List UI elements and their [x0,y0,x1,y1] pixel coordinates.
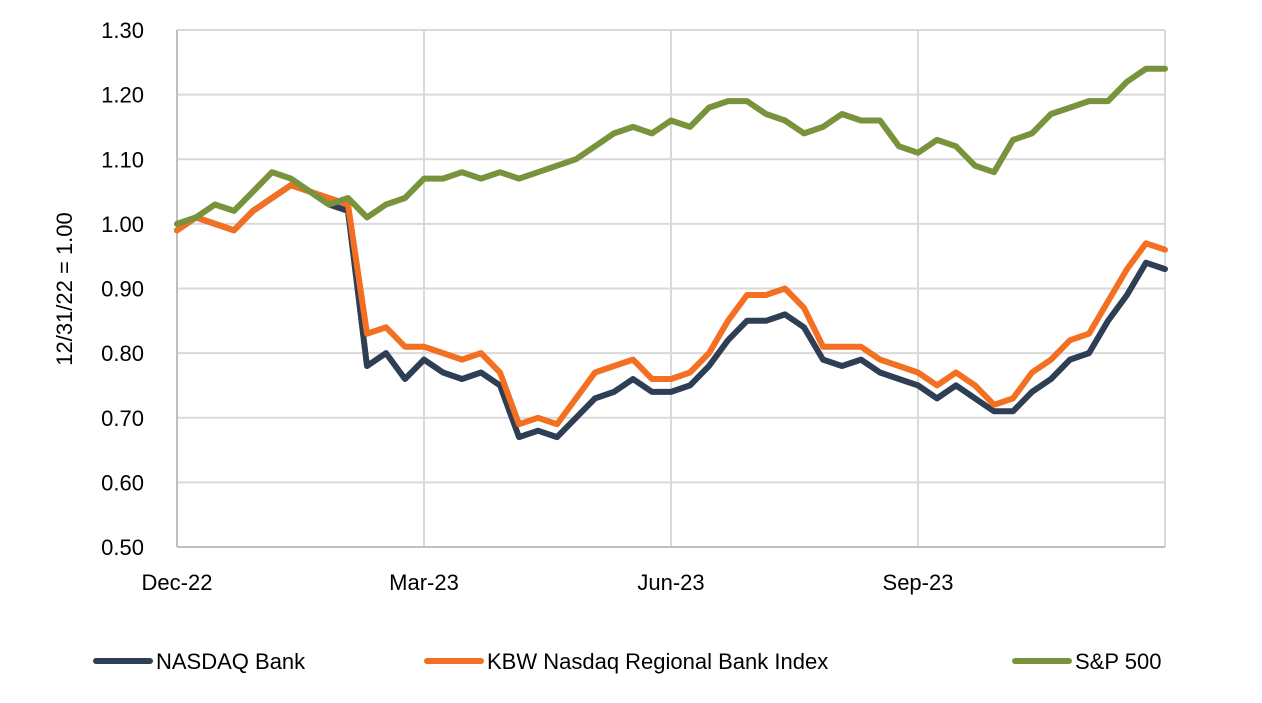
x-tick-label: Dec-22 [142,570,213,595]
legend: NASDAQ Bank KBW Nasdaq Regional Bank Inde… [93,649,1161,674]
series-line-0 [174,182,1168,441]
x-tick-label: Jun-23 [637,570,704,595]
y-tick-label: 1.20 [101,83,144,108]
x-tick-label: Mar-23 [389,570,459,595]
series-line-2 [174,65,1168,227]
y-tick-label: 0.90 [101,277,144,302]
y-tick-label: 0.50 [101,535,144,560]
grid-lines [176,29,1166,548]
legend-label-0: NASDAQ Bank [156,649,306,674]
legend-label-2: S&P 500 [1075,649,1161,674]
y-tick-label: 1.10 [101,147,144,172]
y-axis-label: 12/31/22 = 1.00 [52,212,77,366]
x-tick-label: Sep-23 [883,570,954,595]
x-axis-tick-labels: Dec-22 Mar-23 Jun-23 Sep-23 [142,570,954,595]
y-tick-label: 1.30 [101,18,144,43]
y-tick-label: 0.60 [101,470,144,495]
y-axis-tick-labels: 0.50 0.60 0.70 0.80 0.90 1.00 1.10 1.20 1.30 [101,18,144,560]
y-tick-label: 1.00 [101,212,144,237]
series-lines [174,65,1168,441]
y-tick-label: 0.70 [101,406,144,431]
y-tick-label: 0.80 [101,341,144,366]
legend-label-1: KBW Nasdaq Regional Bank Index [487,649,828,674]
